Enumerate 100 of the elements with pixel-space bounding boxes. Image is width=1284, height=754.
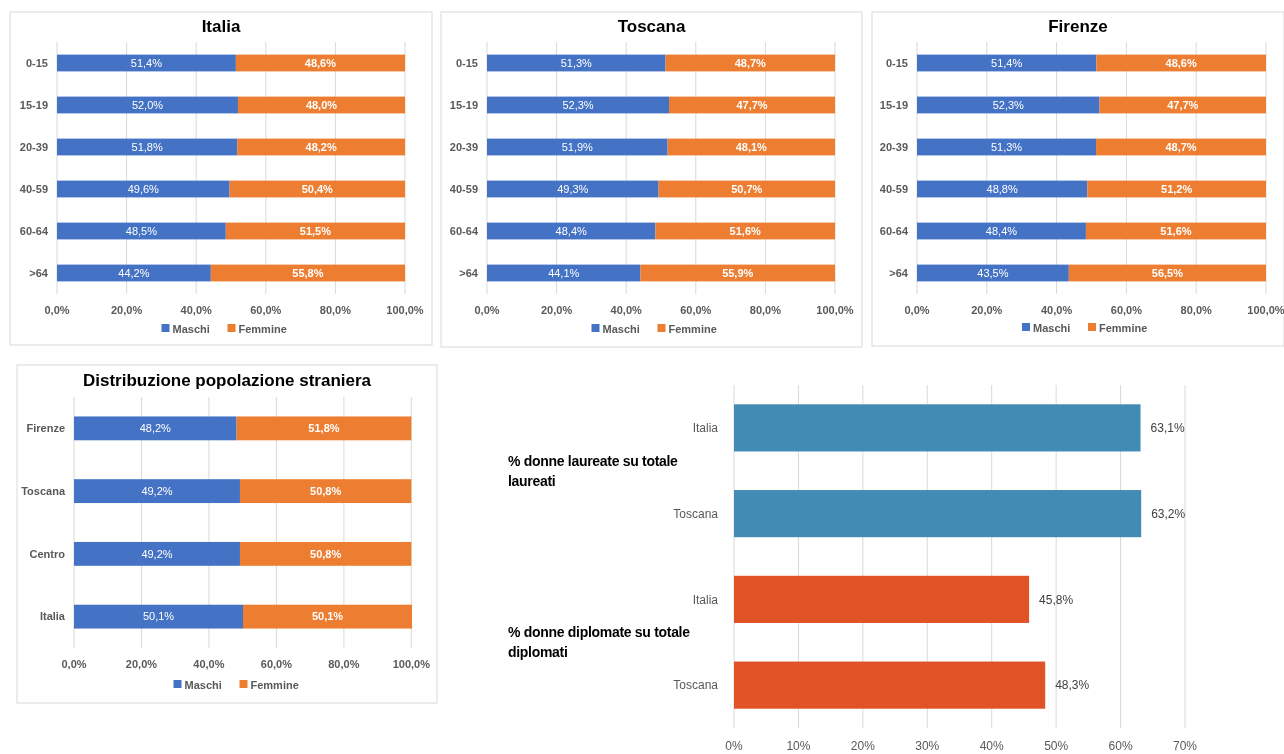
data-label: 50,7% bbox=[731, 182, 763, 195]
y-tick-label: 20-39 bbox=[449, 140, 478, 153]
bar bbox=[917, 222, 1086, 240]
data-label: 48,2% bbox=[139, 422, 172, 435]
data-label: 45,8% bbox=[1039, 592, 1074, 607]
chart-title: Toscana bbox=[617, 17, 686, 36]
bar bbox=[487, 180, 659, 198]
y-tick-label: >64 bbox=[889, 266, 909, 279]
x-tick-label: 10% bbox=[786, 739, 811, 753]
data-label: 52,3% bbox=[562, 98, 594, 111]
y-tick-label: 40-59 bbox=[879, 182, 908, 195]
y-tick-label: Centro bbox=[29, 547, 66, 560]
x-tick-label: 70% bbox=[1172, 739, 1198, 753]
x-tick-label: 40,0% bbox=[1041, 304, 1073, 316]
data-label: 51,3% bbox=[560, 56, 593, 69]
x-tick-label: 0,0% bbox=[474, 304, 500, 316]
x-tick-label: 20,0% bbox=[541, 304, 573, 316]
bar bbox=[74, 541, 240, 566]
data-label: 51,5% bbox=[299, 224, 332, 237]
x-tick-label: 100,0% bbox=[386, 304, 424, 316]
data-label: 51,8% bbox=[308, 422, 340, 435]
y-tick-label: 0-15 bbox=[25, 56, 48, 69]
data-label: 55,8% bbox=[292, 266, 324, 279]
bar bbox=[487, 96, 669, 114]
y-tick-label: 15-19 bbox=[879, 98, 908, 111]
data-label: 50,8% bbox=[310, 484, 342, 497]
data-label: 51,6% bbox=[1160, 224, 1192, 237]
data-label: 48,6% bbox=[1165, 56, 1197, 69]
bar bbox=[236, 416, 412, 441]
chart-title: Distribuzione popolazione straniera bbox=[82, 371, 372, 390]
x-tick-label: 80,0% bbox=[319, 304, 352, 316]
data-label: 51,6% bbox=[729, 224, 762, 237]
x-tick-label: 80,0% bbox=[749, 304, 782, 316]
data-label: 50,1% bbox=[142, 610, 175, 623]
bar bbox=[487, 264, 641, 282]
data-label: 56,5% bbox=[1151, 266, 1184, 279]
x-tick-label: 100,0% bbox=[392, 658, 431, 670]
x-tick-label: 60,0% bbox=[260, 658, 293, 670]
bar bbox=[57, 264, 211, 282]
y-tick-label: 20-39 bbox=[19, 140, 48, 153]
data-label: 48,5% bbox=[125, 224, 158, 237]
x-tick-label: 60% bbox=[1108, 739, 1133, 753]
data-label: 63,1% bbox=[1150, 421, 1185, 436]
x-tick-label: 0,0% bbox=[44, 304, 70, 316]
legend-label: Maschi bbox=[1033, 322, 1071, 334]
x-tick-label: 30% bbox=[915, 739, 940, 753]
legend-label: Maschi bbox=[184, 679, 222, 691]
data-label: 43,5% bbox=[977, 266, 1009, 279]
data-label: 48,3% bbox=[1055, 678, 1090, 693]
x-tick-label: 60,0% bbox=[680, 304, 712, 316]
bar bbox=[734, 575, 1030, 623]
x-tick-label: 20,0% bbox=[971, 304, 1003, 316]
data-label: 50,4% bbox=[301, 182, 334, 195]
data-label: 48,2% bbox=[305, 140, 337, 153]
y-tick-label: 40-59 bbox=[19, 182, 48, 195]
x-tick-label: 40,0% bbox=[193, 658, 225, 670]
y-tick-label: Firenze bbox=[26, 422, 65, 435]
legend-label: Maschi bbox=[172, 323, 210, 335]
y-tick-label: 15-19 bbox=[449, 98, 478, 111]
y-tick-label: 20-39 bbox=[879, 140, 908, 153]
x-tick-label: 0,0% bbox=[904, 304, 930, 316]
data-label: 49,2% bbox=[141, 484, 173, 497]
x-tick-label: 80,0% bbox=[1180, 304, 1213, 316]
legend-label: Femmine bbox=[1099, 322, 1148, 334]
x-tick-label: 60,0% bbox=[250, 304, 282, 316]
data-label: 48,4% bbox=[555, 224, 588, 237]
x-tick-label: 100,0% bbox=[816, 304, 854, 316]
chart-title: Firenze bbox=[1048, 17, 1108, 36]
data-label: 63,2% bbox=[1151, 506, 1186, 521]
data-label: 50,1% bbox=[311, 610, 344, 623]
data-label: 49,3% bbox=[557, 182, 589, 195]
y-tick-label: Italia bbox=[39, 610, 66, 623]
y-tick-label: >64 bbox=[29, 266, 49, 279]
x-tick-label: 20% bbox=[850, 739, 876, 753]
legend-label: Maschi bbox=[602, 323, 640, 335]
bar bbox=[74, 604, 243, 629]
data-label: 47,7% bbox=[736, 98, 768, 111]
x-tick-label: 0,0% bbox=[61, 658, 87, 670]
bar bbox=[57, 54, 236, 72]
x-tick-label: 80,0% bbox=[328, 658, 360, 670]
bar bbox=[917, 54, 1097, 72]
bar bbox=[74, 479, 240, 504]
data-label: 51,4% bbox=[991, 56, 1023, 69]
x-tick-label: 40,0% bbox=[610, 304, 643, 316]
y-tick-label: Italia bbox=[692, 421, 719, 436]
y-tick-label: 15-19 bbox=[19, 98, 48, 111]
bar bbox=[734, 404, 1141, 452]
y-tick-label: Toscana bbox=[673, 506, 719, 521]
data-label: 48,1% bbox=[735, 140, 768, 153]
x-tick-label: 20,0% bbox=[125, 658, 158, 670]
data-label: 44,1% bbox=[548, 266, 580, 279]
y-tick-label: Toscana bbox=[673, 678, 719, 693]
bar bbox=[487, 54, 666, 72]
y-tick-label: 60-64 bbox=[449, 224, 479, 237]
bar bbox=[734, 661, 1046, 709]
legend-label: Femmine bbox=[238, 323, 287, 335]
data-label: 48,8% bbox=[986, 182, 1018, 195]
bar bbox=[239, 541, 412, 566]
data-label: 52,3% bbox=[992, 98, 1025, 111]
data-label: 48,0% bbox=[305, 98, 338, 111]
